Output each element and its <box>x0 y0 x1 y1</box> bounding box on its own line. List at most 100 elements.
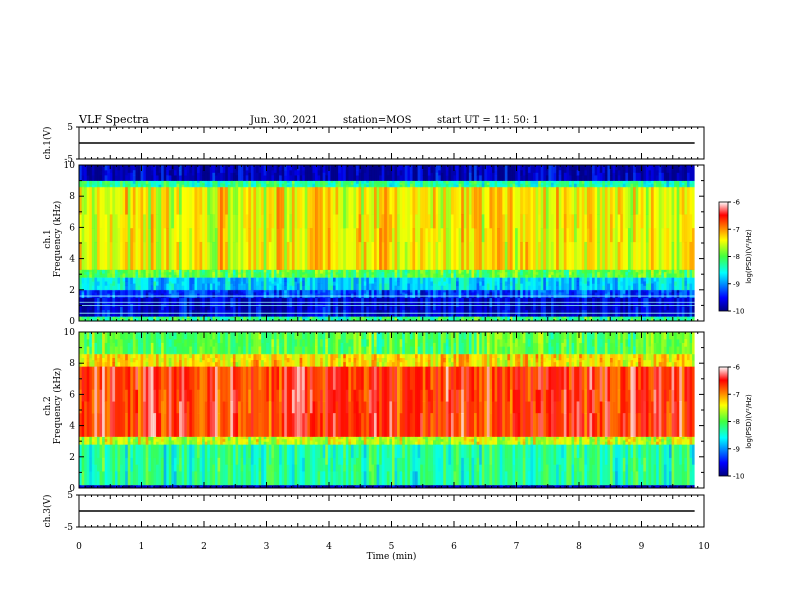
spectral-cell <box>120 319 124 322</box>
spectral-cell <box>340 484 344 487</box>
spectral-cell <box>453 319 457 322</box>
spectral-cell <box>530 289 534 295</box>
spectral-cell <box>604 485 608 488</box>
spectral-cell <box>338 277 342 284</box>
spectral-cell <box>322 186 326 270</box>
spectral-cell <box>102 444 106 459</box>
spectral-cell <box>356 186 359 229</box>
spectral-cell <box>535 186 539 270</box>
spectral-cell <box>366 316 370 319</box>
spectral-cell <box>684 486 688 489</box>
spectral-cell <box>240 289 244 293</box>
spectral-cell <box>633 289 637 298</box>
spectral-cell <box>217 180 221 185</box>
spectral-cell <box>179 303 183 311</box>
spectral-cell <box>651 484 654 487</box>
spectral-cell <box>338 464 342 486</box>
spectral-cell <box>681 269 685 274</box>
spectral-cell <box>214 175 218 181</box>
spectral-cell <box>327 471 331 486</box>
spectral-cell <box>522 269 526 278</box>
spectral-cell <box>471 277 475 291</box>
spectral-cell <box>679 486 683 489</box>
spectral-cell <box>338 316 342 322</box>
spectral-cell <box>507 484 511 487</box>
spectral-cell <box>102 180 106 184</box>
spectral-cell <box>261 281 265 287</box>
spectral-cell <box>235 165 239 171</box>
spectral-cell <box>438 170 442 176</box>
spectral-cell <box>486 186 490 229</box>
spectral-cell <box>643 285 647 291</box>
spectral-cell <box>568 297 572 305</box>
spectral-cell <box>102 228 106 270</box>
spectral-cell <box>261 285 265 291</box>
spectral-cell <box>176 183 180 188</box>
spectral-cell <box>158 184 162 188</box>
spectral-cell <box>481 269 485 273</box>
spectral-cell <box>599 180 603 184</box>
spectral-cell <box>271 444 275 459</box>
spectral-cell <box>332 289 336 298</box>
spectral-cell <box>576 180 580 185</box>
spectral-cell <box>538 484 542 489</box>
spectral-cell <box>96 484 100 487</box>
spectral-cell <box>381 274 385 278</box>
spectral-cell <box>397 175 401 181</box>
spectral-cell <box>112 285 116 291</box>
spectral-cell <box>196 269 200 278</box>
spectral-cell <box>453 170 457 176</box>
spectral-cell <box>353 277 357 291</box>
spectral-cell <box>94 241 98 270</box>
spectral-cell <box>171 269 175 278</box>
spectral-cell <box>194 457 198 472</box>
spectral-cell <box>302 175 306 181</box>
spectral-cell <box>137 183 141 188</box>
spectral-cell <box>686 180 690 188</box>
spectral-cell <box>214 170 218 176</box>
spectral-cell <box>289 186 293 215</box>
spectral-cell <box>330 486 334 489</box>
spectral-cell <box>222 228 226 270</box>
spectral-cell <box>332 317 336 320</box>
spectral-cell <box>686 289 690 293</box>
spectral-cell <box>112 180 116 185</box>
spectral-cell <box>225 274 229 278</box>
spectral-cell <box>651 486 654 489</box>
spectral-cell <box>638 274 642 278</box>
spectral-cell <box>304 464 308 486</box>
spectral-cell <box>168 319 172 322</box>
spectral-cell <box>179 318 183 322</box>
spectral-cell <box>207 172 211 181</box>
spectral-cell <box>584 283 588 291</box>
spectral-cell <box>548 316 552 320</box>
spectral-cell <box>204 186 208 270</box>
spectral-cell <box>289 485 293 488</box>
spectral-cell <box>214 269 218 278</box>
spectral-cell <box>499 317 503 320</box>
spectral-cell <box>674 281 678 287</box>
spectral-cell <box>212 186 216 215</box>
spectral-cell <box>535 277 539 291</box>
spectral-cell <box>91 186 95 229</box>
spectral-cell <box>456 285 460 291</box>
spectral-cell <box>468 277 472 284</box>
spectral-cell <box>584 316 588 319</box>
spectral-cell <box>130 485 134 488</box>
spectral-cell <box>530 186 534 270</box>
spectral-cell <box>284 317 288 320</box>
spectral-cell <box>576 297 580 305</box>
spectral-cell <box>302 165 306 171</box>
spectral-cell <box>543 274 547 278</box>
spectral-cell <box>651 292 654 296</box>
spectral-cell <box>320 292 324 296</box>
spectral-cell <box>338 444 342 465</box>
spectral-cell <box>173 186 177 270</box>
spectral-cell <box>651 186 654 270</box>
spectral-cell <box>356 175 359 181</box>
spectral-cell <box>527 186 531 270</box>
spectral-cell <box>261 319 265 322</box>
spectral-cell <box>368 457 372 472</box>
spectral-cell <box>507 272 511 276</box>
spectral-cell <box>120 165 124 181</box>
